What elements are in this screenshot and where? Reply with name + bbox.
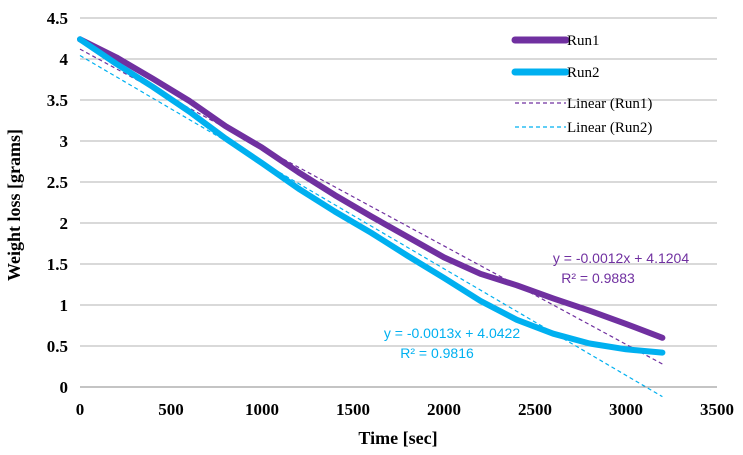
x-tick-labels: 0 500 1000 1500 2000 2500 3000 3500 xyxy=(76,400,734,419)
y-tick-labels: 0 0.5 1 1.5 2 2.5 3 3.5 4 4.5 xyxy=(47,9,69,397)
series-line-run1 xyxy=(77,36,666,341)
y-axis-title: Weight loss [grams] xyxy=(4,129,24,281)
x-tick-label: 2500 xyxy=(518,400,552,419)
x-tick-label: 3000 xyxy=(609,400,643,419)
legend-label-linear-run2: Linear (Run2) xyxy=(567,120,652,136)
series-line-run2 xyxy=(77,36,666,356)
y-tick-label: 3 xyxy=(60,132,69,151)
legend-label-run2: Run2 xyxy=(567,65,600,81)
y-tick-label: 2 xyxy=(60,214,69,233)
y-tick-label: 2.5 xyxy=(47,173,68,192)
x-tick-label: 2000 xyxy=(427,400,461,419)
series-lines xyxy=(77,36,666,356)
legend: Run1 Run2 Linear (Run1) Linear (Run2) xyxy=(511,33,652,136)
x-tick-label: 3500 xyxy=(700,400,734,419)
y-tick-label: 4.5 xyxy=(47,9,68,28)
y-tick-label: 0 xyxy=(60,378,69,397)
r2-run2: R² = 0.9816 xyxy=(400,345,474,361)
y-tick-label: 0.5 xyxy=(47,337,68,356)
y-tick-label: 4 xyxy=(60,50,69,69)
trendline-1 xyxy=(79,48,663,365)
x-tick-label: 1500 xyxy=(336,400,370,419)
x-tick-label: 1000 xyxy=(245,400,279,419)
equation-run1: y = -0.0012x + 4.1204 xyxy=(553,250,689,266)
legend-label-run1: Run1 xyxy=(567,33,600,49)
legend-label-linear-run1: Linear (Run1) xyxy=(567,96,652,112)
x-tick-label: 500 xyxy=(158,400,184,419)
equation-run2: y = -0.0013x + 4.0422 xyxy=(384,325,520,341)
y-tick-label: 3.5 xyxy=(47,91,68,110)
x-tick-label: 0 xyxy=(76,400,85,419)
r2-run1: R² = 0.9883 xyxy=(561,270,635,286)
y-tick-label: 1.5 xyxy=(47,255,68,274)
x-axis-title: Time [sec] xyxy=(358,428,437,448)
trendline-annotations: y = -0.0012x + 4.1204 R² = 0.9883 y = -0… xyxy=(384,250,689,361)
gridlines xyxy=(80,17,717,347)
y-tick-label: 1 xyxy=(60,296,69,315)
